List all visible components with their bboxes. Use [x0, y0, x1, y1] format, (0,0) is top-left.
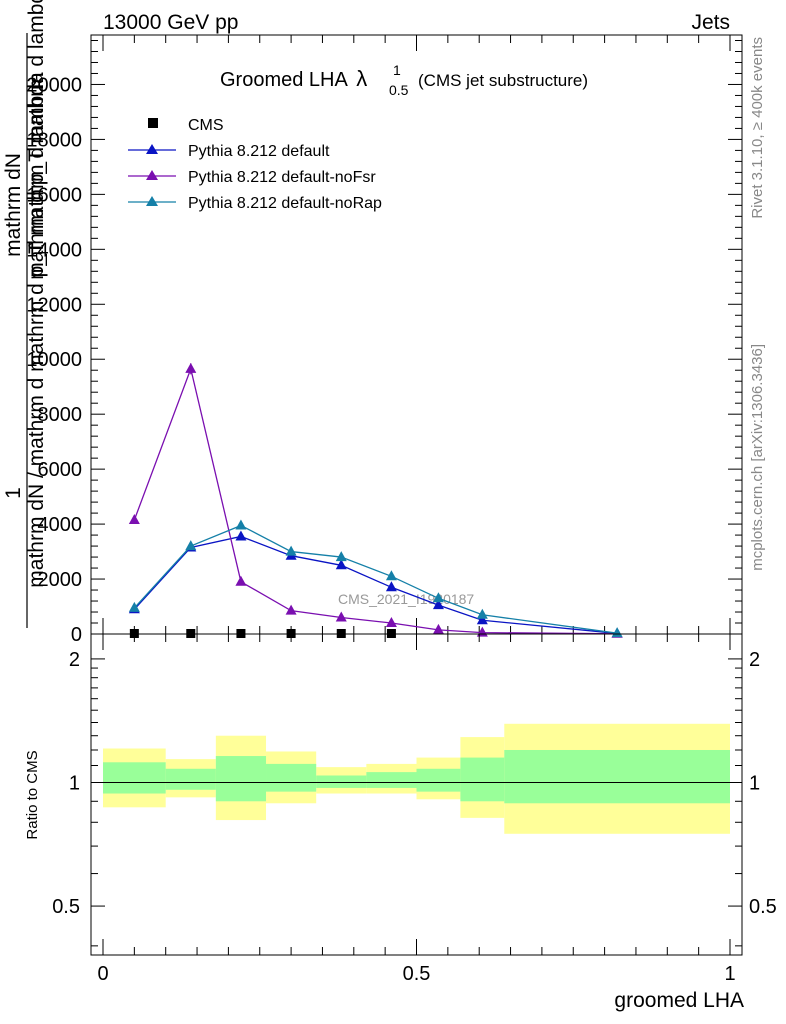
ratio-band-inner-8 [504, 749, 730, 804]
upper-series [128, 362, 623, 638]
series-2-point-7 [476, 608, 488, 619]
legend-label-default: Pythia 8.212 default [188, 143, 330, 160]
lower-x-ticks: 0 0.5 1 [97, 634, 736, 985]
series-line-2 [133, 524, 618, 634]
title-note: (CMS jet substructure) [418, 71, 588, 90]
legend-marker-default [146, 144, 158, 154]
series-1-point-0 [128, 513, 140, 524]
series-0-point-2 [235, 530, 247, 541]
x-tick-label-2: 1 [724, 963, 735, 985]
legend-label-norap: Pythia 8.212 default-noRap [188, 195, 382, 212]
series-1-point-4 [335, 611, 347, 622]
y-label-line-main: mathrm dN / mathrm d mathrm d p_T mathrm… [25, 72, 48, 588]
ratio-band-inner-7 [460, 757, 505, 802]
upper-y-tick-label-8: 16000 [26, 184, 82, 206]
lower-y-tick-label-right-0: 0.5 [749, 896, 777, 918]
x-tick-label-0: 0 [97, 963, 108, 985]
lower-y-tick-label-right-1: 1 [749, 772, 760, 794]
header-energy-label: 13000 GeV pp [103, 11, 238, 34]
lower-panel: 0.5 0.51 12 2 0 0.5 1 [52, 633, 777, 985]
series-line-0 [133, 535, 618, 635]
series-0-point-4 [335, 559, 347, 570]
upper-y-tick-label-10: 20000 [26, 74, 82, 96]
title-lambda: λ [356, 66, 367, 91]
lower-y-ticks: 0.5 0.5 1 1 2 2 [52, 649, 777, 947]
y-label-line-dpt: mathrm d p_T mathrm d lambda [25, 0, 48, 280]
series-2-point-2 [235, 519, 247, 530]
ratio-band-inner-4 [316, 775, 367, 788]
ratio-band-inner-0 [103, 762, 166, 794]
x-tick-label-1: 0.5 [403, 963, 431, 985]
series-1-point-3 [285, 604, 297, 615]
series-0-point-7 [476, 614, 488, 625]
upper-y-tick-label-1: 2000 [38, 569, 83, 591]
y-label-numerator: 1 [2, 487, 25, 499]
lower-y-axis-label: Ratio to CMS [24, 750, 41, 839]
series-2-point-4 [335, 551, 347, 562]
legend: CMS Pythia 8.212 default Pythia 8.212 de… [128, 117, 382, 212]
upper-y-tick-label-0: 0 [71, 624, 82, 646]
upper-y-axis-label: 1 mathrm dN / mathrm d mathrm d p_T math… [2, 0, 48, 628]
series-1-point-7 [476, 626, 488, 637]
header-jets-label: Jets [691, 11, 730, 34]
legend-label-nofsr: Pythia 8.212 default-noFsr [188, 169, 376, 186]
legend-marker-cms [148, 118, 158, 128]
series-2-point-3 [285, 545, 297, 556]
upper-y-ticks: 0 2000 4000 6000 8000 10000 12000 14000 16000 180… [26, 39, 742, 646]
title-superscript: 1 [393, 62, 401, 78]
series-2-point-5 [385, 570, 397, 581]
ratio-band-inner-2 [215, 756, 267, 802]
series-2-point-0 [128, 601, 140, 612]
title-subscript: 0.5 [389, 82, 409, 98]
ratio-band-inner-3 [266, 763, 317, 792]
lower-y-tick-label-right-2: 2 [749, 649, 760, 671]
x-axis-label: groomed LHA [614, 989, 744, 1012]
mcplots-label: mcplots.cern.ch [arXiv:1306.3436] [749, 344, 766, 571]
legend-label-cms: CMS [188, 117, 224, 134]
ratio-band-inner-5 [366, 772, 417, 788]
rivet-version-label: Rivet 3.1.10, ≥ 400k events [749, 37, 766, 219]
title-main: Groomed LHA [220, 69, 348, 91]
series-0-point-5 [385, 581, 397, 592]
upper-y-tick-label-5: 10000 [26, 349, 82, 371]
legend-marker-nofsr [146, 170, 158, 180]
series-2-point-6 [432, 592, 444, 603]
series-2-point-1 [185, 540, 197, 551]
chart-title: Groomed LHA λ [220, 66, 367, 91]
upper-y-tick-label-2: 4000 [38, 514, 83, 536]
series-2-point-8 [611, 627, 623, 638]
ratio-band-inner-6 [416, 768, 461, 792]
lower-y-tick-label-0: 0.5 [52, 896, 80, 918]
lower-y-tick-label-2: 2 [69, 649, 80, 671]
lower-y-tick-label-1: 1 [69, 772, 80, 794]
upper-y-tick-label-6: 12000 [26, 294, 82, 316]
series-1-point-2 [235, 575, 247, 586]
y-label-line-dn: mathrm dN [2, 153, 25, 257]
upper-y-tick-label-7: 14000 [26, 239, 82, 261]
series-1-point-5 [385, 617, 397, 628]
upper-panel: 0 2000 4000 6000 8000 10000 12000 14000 16000 180… [26, 34, 743, 646]
series-0-point-6 [432, 599, 444, 610]
series-1-point-6 [432, 623, 444, 634]
upper-y-tick-label-4: 8000 [38, 404, 83, 426]
upper-y-tick-label-3: 6000 [38, 459, 83, 481]
upper-y-tick-label-9: 18000 [26, 129, 82, 151]
ratio-bands [103, 723, 730, 834]
legend-marker-norap [146, 196, 158, 206]
ratio-band-inner-1 [165, 768, 216, 790]
